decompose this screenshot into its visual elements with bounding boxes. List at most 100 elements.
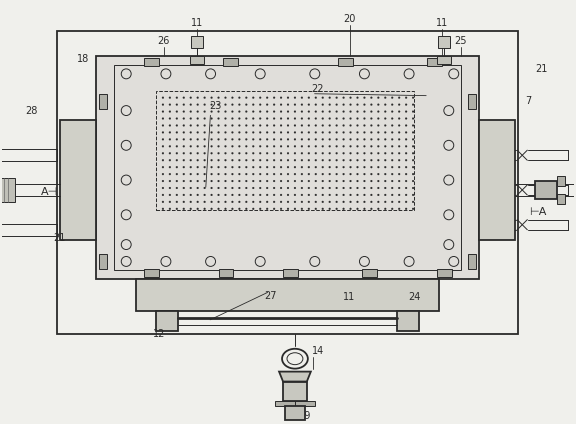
Circle shape	[218, 208, 219, 210]
Circle shape	[343, 117, 344, 120]
Circle shape	[218, 145, 219, 147]
Circle shape	[176, 145, 178, 147]
Circle shape	[204, 138, 206, 140]
Circle shape	[336, 173, 338, 175]
Circle shape	[336, 131, 338, 134]
Bar	[438, 36, 450, 48]
Circle shape	[343, 111, 344, 112]
Circle shape	[308, 145, 310, 147]
Circle shape	[343, 201, 344, 203]
Circle shape	[350, 111, 351, 112]
Circle shape	[245, 97, 247, 99]
Circle shape	[322, 173, 324, 175]
Circle shape	[363, 131, 365, 134]
Circle shape	[273, 201, 275, 203]
Circle shape	[232, 187, 233, 189]
Circle shape	[238, 173, 240, 175]
Circle shape	[266, 97, 268, 99]
Circle shape	[294, 125, 296, 126]
Circle shape	[238, 111, 240, 112]
Circle shape	[225, 166, 226, 168]
Circle shape	[225, 194, 226, 196]
Circle shape	[370, 187, 372, 189]
Circle shape	[218, 97, 219, 99]
Circle shape	[218, 180, 219, 182]
Circle shape	[294, 145, 296, 147]
Circle shape	[169, 166, 171, 168]
Circle shape	[301, 103, 303, 106]
Circle shape	[357, 103, 358, 106]
Circle shape	[196, 166, 199, 168]
Circle shape	[211, 159, 213, 161]
Circle shape	[266, 125, 268, 126]
Circle shape	[315, 194, 317, 196]
Circle shape	[315, 173, 317, 175]
Circle shape	[384, 173, 386, 175]
Circle shape	[204, 173, 206, 175]
Circle shape	[225, 145, 226, 147]
Circle shape	[287, 145, 289, 147]
Circle shape	[245, 152, 247, 154]
Bar	[223, 58, 238, 66]
Circle shape	[225, 208, 226, 210]
Circle shape	[238, 145, 240, 147]
Circle shape	[384, 159, 386, 161]
Circle shape	[169, 103, 171, 106]
Circle shape	[245, 187, 247, 189]
Circle shape	[377, 166, 380, 168]
Circle shape	[176, 208, 178, 210]
Circle shape	[336, 152, 338, 154]
Circle shape	[343, 97, 344, 99]
Circle shape	[225, 187, 226, 189]
Circle shape	[336, 111, 338, 112]
Circle shape	[350, 166, 351, 168]
Circle shape	[301, 117, 303, 120]
Circle shape	[405, 103, 407, 106]
Circle shape	[211, 201, 213, 203]
Circle shape	[183, 187, 185, 189]
Circle shape	[273, 180, 275, 182]
Circle shape	[252, 159, 254, 161]
Text: 7: 7	[525, 96, 531, 106]
Circle shape	[238, 187, 240, 189]
Circle shape	[336, 166, 338, 168]
Circle shape	[245, 117, 247, 120]
Circle shape	[176, 125, 178, 126]
Circle shape	[301, 145, 303, 147]
Circle shape	[204, 131, 206, 134]
Circle shape	[350, 159, 351, 161]
Bar	[283, 269, 298, 277]
Circle shape	[169, 187, 171, 189]
Circle shape	[190, 194, 192, 196]
Circle shape	[259, 131, 261, 134]
Text: 11: 11	[343, 292, 355, 302]
Text: 18: 18	[77, 54, 90, 64]
Circle shape	[322, 103, 324, 106]
Circle shape	[259, 111, 261, 112]
Circle shape	[308, 208, 310, 210]
Circle shape	[252, 166, 254, 168]
Circle shape	[336, 187, 338, 189]
Circle shape	[391, 187, 393, 189]
Circle shape	[218, 111, 219, 112]
Circle shape	[218, 131, 219, 134]
Circle shape	[280, 194, 282, 196]
Circle shape	[162, 187, 164, 189]
Circle shape	[363, 173, 365, 175]
Circle shape	[280, 131, 282, 134]
Circle shape	[280, 111, 282, 112]
Circle shape	[357, 166, 358, 168]
Circle shape	[169, 117, 171, 120]
Circle shape	[280, 187, 282, 189]
Circle shape	[343, 166, 344, 168]
Circle shape	[211, 194, 213, 196]
Circle shape	[287, 201, 289, 203]
Circle shape	[259, 180, 261, 182]
Circle shape	[280, 117, 282, 120]
Circle shape	[287, 166, 289, 168]
Circle shape	[322, 97, 324, 99]
Bar	[136, 279, 439, 311]
Text: A⊣: A⊣	[41, 187, 59, 197]
Circle shape	[357, 97, 358, 99]
Circle shape	[190, 201, 192, 203]
